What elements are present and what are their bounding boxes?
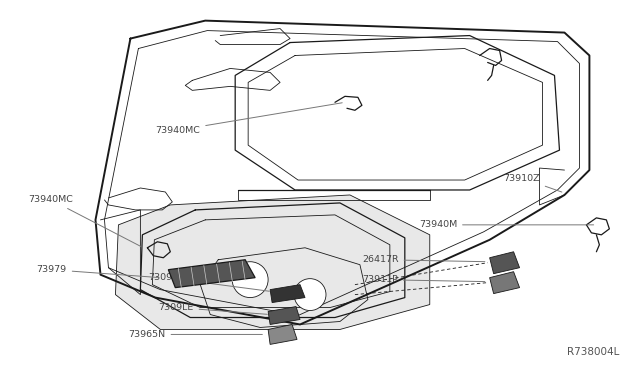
Text: 26417R: 26417R xyxy=(362,255,485,264)
Circle shape xyxy=(294,279,326,311)
Polygon shape xyxy=(268,324,297,344)
Text: 73940MC: 73940MC xyxy=(29,195,141,247)
Polygon shape xyxy=(490,272,520,294)
Text: 73911P: 73911P xyxy=(362,275,485,284)
Text: R738004L: R738004L xyxy=(567,347,620,357)
Text: 73965N: 73965N xyxy=(129,330,262,339)
Text: 73940M: 73940M xyxy=(419,220,594,230)
Polygon shape xyxy=(268,307,300,324)
Text: 73940MC: 73940MC xyxy=(156,103,342,135)
Polygon shape xyxy=(168,260,255,288)
Polygon shape xyxy=(270,285,305,302)
Text: 73910Z: 73910Z xyxy=(504,173,562,192)
Polygon shape xyxy=(115,195,430,330)
Text: 7309LE: 7309LE xyxy=(158,303,268,314)
Text: 7309LE: 7309LE xyxy=(148,273,269,291)
Circle shape xyxy=(232,262,268,298)
Polygon shape xyxy=(490,252,520,274)
Text: 73979: 73979 xyxy=(36,265,157,278)
